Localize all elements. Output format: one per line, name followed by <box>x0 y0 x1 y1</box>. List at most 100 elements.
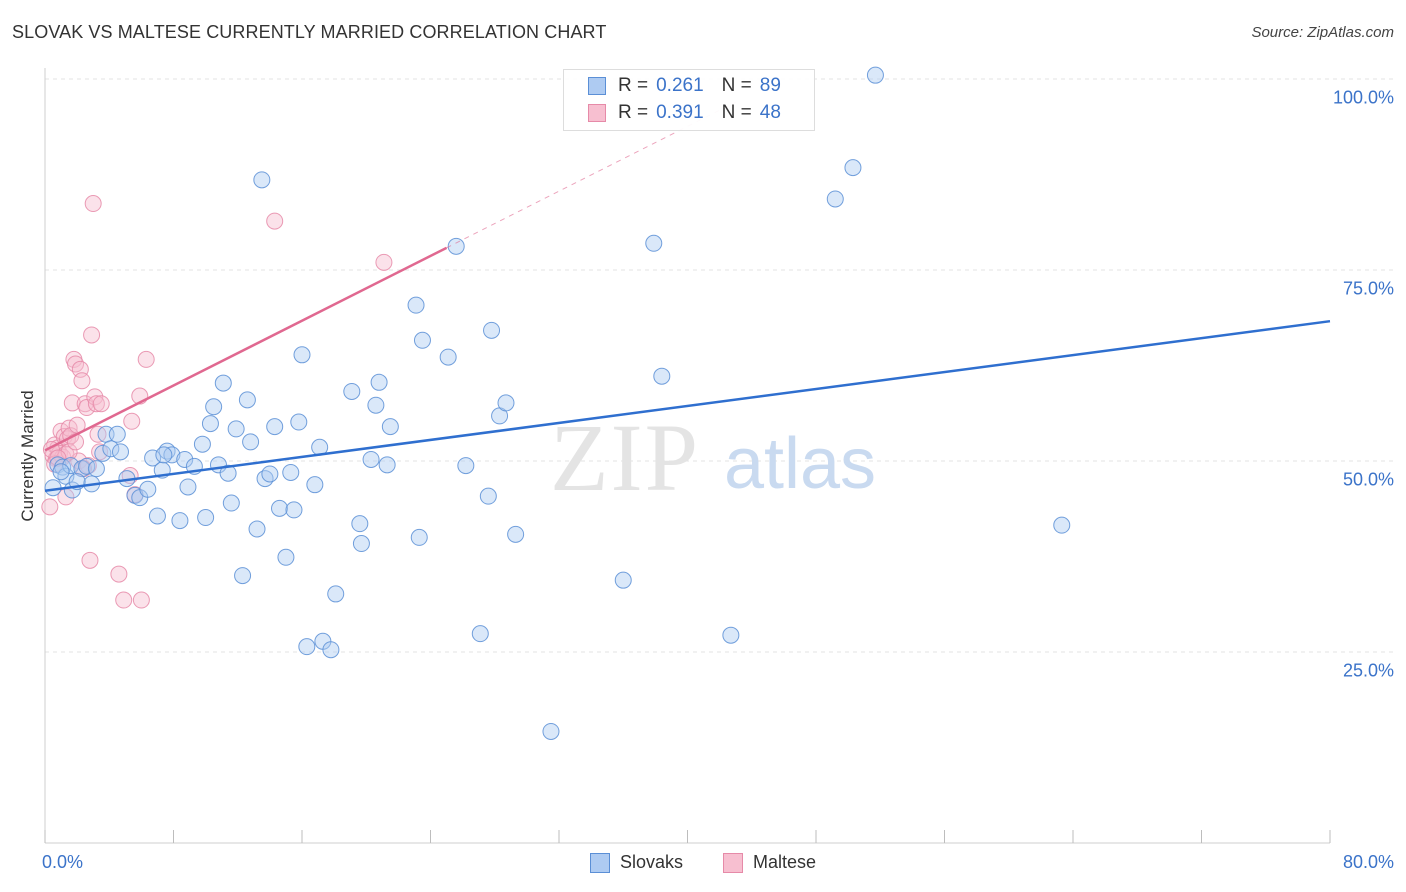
slovak-legend-label: Slovaks <box>619 852 683 872</box>
y-tick-label: 50.0% <box>1342 469 1394 490</box>
maltese-point <box>123 412 141 430</box>
slovak-point <box>193 435 211 453</box>
slovak-point <box>507 525 525 543</box>
maltese-point <box>86 388 104 406</box>
slovak-point <box>148 507 166 525</box>
slovak-point <box>413 331 431 349</box>
maltese-point <box>266 212 284 230</box>
slovak-point <box>108 425 126 443</box>
legend-row-maltese: R = 0.391 N = 48 <box>588 101 787 125</box>
slovak-point <box>407 296 425 314</box>
slovak-point <box>653 367 671 385</box>
slovak-point <box>542 722 560 740</box>
maltese-point <box>67 355 85 373</box>
slovak-point <box>645 234 663 252</box>
r-label: R = <box>618 102 649 123</box>
trend-lines <box>44 101 1331 493</box>
maltese-point <box>137 350 155 368</box>
slovak-point <box>139 480 157 498</box>
y-tick-label: 75.0% <box>1342 278 1394 299</box>
gridlines <box>45 78 1395 653</box>
slovak-point <box>197 509 215 527</box>
slovak-point <box>179 478 197 496</box>
watermark-atlas: atlas <box>724 424 876 504</box>
maltese-point <box>73 372 91 390</box>
slovak-point <box>306 476 324 494</box>
slovak-point <box>73 460 91 478</box>
slovak-point <box>238 391 256 409</box>
slovak-point <box>219 464 237 482</box>
slovak-point <box>176 450 194 468</box>
maltese-point <box>115 591 133 609</box>
slovak-point <box>447 237 465 255</box>
maltese-trend-extension <box>446 101 736 249</box>
slovak-point <box>285 501 303 519</box>
slovak-point <box>171 512 189 530</box>
maltese-point <box>132 591 150 609</box>
maltese-point <box>83 326 101 344</box>
maltese-point <box>84 195 102 213</box>
maltese-legend-label: Maltese <box>753 852 817 872</box>
slovak-r-value: 0.261 <box>656 75 704 96</box>
slovak-point <box>94 444 112 462</box>
maltese-point <box>81 551 99 569</box>
slovak-swatch <box>588 77 606 95</box>
y-tick-label: 25.0% <box>1342 660 1394 681</box>
slovak-point <box>722 626 740 644</box>
slovak-trend-line <box>44 319 1331 493</box>
slovak-point <box>87 460 105 478</box>
maltese-trend-line <box>44 246 448 452</box>
slovak-point <box>362 450 380 468</box>
legend-item-maltese[interactable]: Maltese <box>723 852 816 873</box>
source-credit: Source: ZipAtlas.com <box>1251 24 1394 41</box>
maltese-point <box>87 395 105 413</box>
maltese-n-value: 48 <box>759 102 781 123</box>
correlation-legend: R = 0.261 N = 89 R = 0.391 N = 48 <box>563 69 815 131</box>
slovak-legend-swatch <box>589 852 610 873</box>
slovak-point <box>1053 516 1071 534</box>
x-tick-label: 0.0% <box>42 852 84 872</box>
maltese-r-value: 0.391 <box>656 102 704 123</box>
r-label: R = <box>618 75 649 96</box>
slovak-point <box>155 446 173 464</box>
slovak-point <box>410 528 428 546</box>
slovak-point <box>201 415 219 433</box>
maltese-legend-swatch <box>723 852 743 873</box>
slovak-point <box>439 348 457 366</box>
slovak-point <box>298 638 316 656</box>
slovak-point <box>290 413 308 431</box>
slovak-point <box>242 433 260 451</box>
slovak-point <box>248 520 266 538</box>
slovak-point <box>222 494 240 512</box>
series-legend: Slovaks Maltese <box>0 852 1406 873</box>
slovak-point <box>471 625 489 643</box>
slovak-point <box>205 398 223 416</box>
slovak-point <box>327 585 345 603</box>
slovak-point <box>271 499 289 517</box>
slovak-point <box>351 515 369 533</box>
slovak-points <box>44 66 1071 740</box>
slovak-point <box>52 463 70 481</box>
maltese-point <box>41 498 59 516</box>
slovak-point <box>826 190 844 208</box>
slovak-point <box>253 171 271 189</box>
maltese-swatch <box>588 104 606 122</box>
slovak-point <box>266 418 284 436</box>
slovak-point <box>370 373 388 391</box>
slovak-point <box>144 449 162 467</box>
slovak-point <box>322 641 340 659</box>
slovak-point <box>479 487 497 505</box>
slovak-point <box>866 66 884 84</box>
slovak-point <box>343 382 361 400</box>
slovak-point <box>614 571 632 589</box>
slovak-point <box>381 418 399 436</box>
n-label: N = <box>721 75 752 96</box>
slovak-point <box>277 548 295 566</box>
slovak-point <box>282 463 300 481</box>
slovak-point <box>352 535 370 553</box>
maltese-point <box>92 395 110 413</box>
slovak-point <box>844 159 862 177</box>
legend-item-slovaks[interactable]: Slovaks <box>589 852 683 873</box>
maltese-point <box>110 565 128 583</box>
